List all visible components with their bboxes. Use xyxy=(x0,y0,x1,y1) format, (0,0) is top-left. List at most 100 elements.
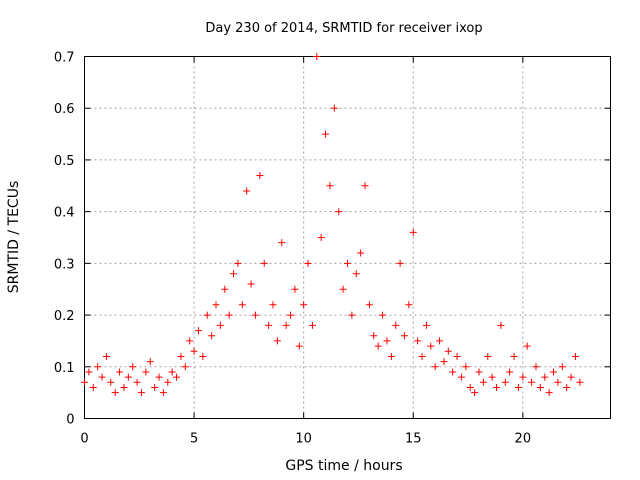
data-point xyxy=(488,373,496,381)
data-point xyxy=(269,301,277,309)
data-point xyxy=(85,368,93,376)
axis-ticks xyxy=(84,56,611,419)
data-point xyxy=(361,182,369,190)
data-point xyxy=(536,383,544,391)
data-point xyxy=(282,321,290,329)
data-point xyxy=(137,389,145,397)
data-point xyxy=(471,389,479,397)
data-point xyxy=(155,373,163,381)
data-point xyxy=(484,352,492,360)
data-point xyxy=(278,239,286,247)
data-point xyxy=(238,301,246,309)
data-point xyxy=(173,373,181,381)
data-point xyxy=(576,378,584,386)
data-point xyxy=(405,301,413,309)
data-point xyxy=(194,327,202,335)
data-point xyxy=(567,373,575,381)
tick-labels: 0 0.1 0.2 0.3 0.4 0.5 0.6 0.7 0 5 10 15 20 xyxy=(54,51,531,447)
data-point xyxy=(392,321,400,329)
data-point xyxy=(111,389,119,397)
data-point xyxy=(335,208,343,216)
data-point xyxy=(225,311,233,319)
y-tick-label: 0.1 xyxy=(54,361,75,376)
data-point xyxy=(177,352,185,360)
data-point xyxy=(151,383,159,391)
data-point xyxy=(107,378,115,386)
data-point xyxy=(453,352,461,360)
data-point xyxy=(409,228,417,236)
data-point xyxy=(506,368,514,376)
data-point xyxy=(330,104,338,112)
data-point xyxy=(348,311,356,319)
data-point xyxy=(550,368,558,376)
y-tick-label: 0 xyxy=(66,413,74,428)
data-point xyxy=(221,285,229,293)
data-point xyxy=(545,389,553,397)
data-point xyxy=(374,342,382,350)
chart-title: Day 230 of 2014, SRMTID for receiver ixo… xyxy=(205,21,482,36)
data-points xyxy=(81,53,584,397)
data-point xyxy=(247,280,255,288)
data-point xyxy=(295,342,303,350)
data-point xyxy=(449,368,457,376)
data-point xyxy=(523,342,531,350)
plot-frame xyxy=(84,56,611,419)
data-point xyxy=(414,337,422,345)
data-point xyxy=(493,383,501,391)
data-point xyxy=(475,368,483,376)
data-point xyxy=(418,352,426,360)
data-point xyxy=(203,311,211,319)
data-point xyxy=(339,285,347,293)
data-point xyxy=(462,363,470,371)
data-point xyxy=(120,383,128,391)
data-point xyxy=(558,363,566,371)
data-point xyxy=(365,301,373,309)
data-point xyxy=(291,285,299,293)
data-point xyxy=(199,352,207,360)
data-point xyxy=(142,368,150,376)
data-point xyxy=(190,347,198,355)
data-point xyxy=(519,373,527,381)
data-point xyxy=(243,187,251,195)
data-point xyxy=(234,259,242,267)
data-point xyxy=(532,363,540,371)
data-point xyxy=(422,321,430,329)
data-point xyxy=(427,342,435,350)
data-point xyxy=(370,332,378,340)
data-point xyxy=(308,321,316,329)
data-point xyxy=(510,352,518,360)
data-point xyxy=(256,171,264,179)
data-point xyxy=(124,373,132,381)
data-point xyxy=(383,337,391,345)
data-point xyxy=(554,378,562,386)
data-point xyxy=(129,363,137,371)
data-point xyxy=(400,332,408,340)
data-point xyxy=(528,378,536,386)
data-point xyxy=(431,363,439,371)
x-axis-label: GPS time / hours xyxy=(285,458,402,474)
y-tick-label: 0.3 xyxy=(54,257,75,272)
data-point xyxy=(497,321,505,329)
data-point xyxy=(444,347,452,355)
data-point xyxy=(81,378,88,386)
data-point xyxy=(89,383,97,391)
y-axis-label: SRMTID / TECUs xyxy=(6,181,22,294)
grid xyxy=(84,56,611,419)
data-point xyxy=(146,358,154,366)
data-point xyxy=(396,259,404,267)
data-point xyxy=(466,383,474,391)
data-point xyxy=(287,311,295,319)
data-point xyxy=(265,321,273,329)
data-point xyxy=(168,368,176,376)
data-point xyxy=(230,270,238,278)
x-tick-label: 0 xyxy=(80,432,88,447)
data-point xyxy=(317,234,325,241)
data-point xyxy=(541,373,549,381)
data-point xyxy=(164,378,172,386)
y-tick-label: 0.6 xyxy=(54,102,75,117)
data-point xyxy=(357,249,365,257)
x-tick-label: 15 xyxy=(405,432,422,447)
data-point xyxy=(457,373,465,381)
data-point xyxy=(94,363,102,371)
